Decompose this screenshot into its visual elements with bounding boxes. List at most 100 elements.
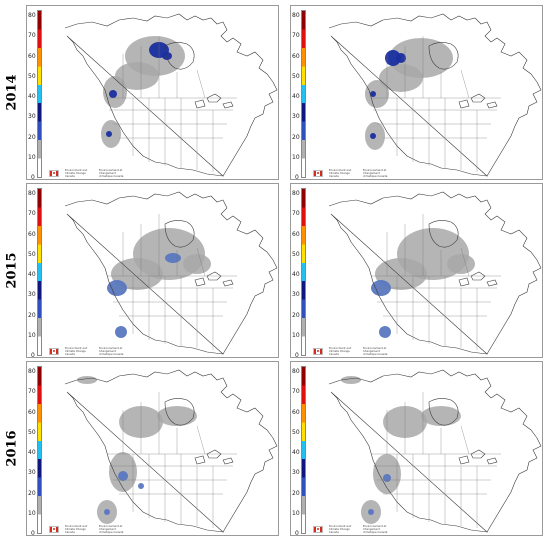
scale-tick-label: 70 bbox=[292, 32, 300, 40]
map-footer: Environment and Climate Change Canada Env… bbox=[49, 346, 127, 356]
map-footer: Environment and Climate Change Canada Env… bbox=[313, 168, 391, 178]
concentration-scale: 80 70 60 50 40 30 20 10 0 bbox=[292, 9, 308, 179]
scale-tick-label: 40 bbox=[292, 449, 300, 456]
scale-tick-label: 10 bbox=[28, 509, 36, 517]
smoke-concentration-area bbox=[115, 326, 127, 338]
coastline-and-borders bbox=[328, 369, 542, 533]
smoke-concentration-area bbox=[104, 509, 110, 515]
map-panel: 80 70 60 50 40 30 20 10 0 Environment and Climate… bbox=[26, 5, 279, 180]
scale-tick-label: 0 bbox=[295, 530, 299, 536]
footer-credit-fr: Environnement et Changement climatique C… bbox=[363, 168, 388, 178]
footer-credit-fr: Environnement et Changement climatique C… bbox=[363, 524, 388, 534]
concentration-scale: 80 70 60 50 40 30 20 10 0 bbox=[292, 187, 308, 357]
scale-tick-label: 60 bbox=[292, 230, 300, 238]
scale-tick-label: 20 bbox=[292, 489, 300, 497]
smoke-concentration-area bbox=[183, 254, 211, 274]
smoke-concentration-area bbox=[368, 509, 374, 515]
scale-tick-label: 80 bbox=[292, 368, 300, 375]
scale-tick-label: 10 bbox=[28, 331, 36, 339]
canada-flag-icon bbox=[313, 347, 323, 355]
map-footer: Environment and Climate Change Canada Env… bbox=[313, 524, 391, 534]
scale-tick-label: 20 bbox=[292, 133, 300, 141]
smoke-concentration-area bbox=[106, 131, 112, 137]
scale-tick-label: 80 bbox=[292, 190, 300, 197]
scale-tick-label: 10 bbox=[292, 331, 300, 339]
scale-tick-label: 80 bbox=[292, 12, 300, 19]
scale-colorbar bbox=[37, 366, 42, 534]
map-footer: Environment and Climate Change Canada Env… bbox=[49, 168, 127, 178]
coastline-and-borders bbox=[64, 191, 278, 355]
scale-tick-label: 10 bbox=[28, 153, 36, 161]
scale-tick-label: 50 bbox=[28, 428, 36, 436]
smoke-concentration-area bbox=[375, 258, 427, 290]
smoke-concentration-area bbox=[385, 50, 401, 66]
scale-tick-label: 10 bbox=[292, 153, 300, 161]
scale-tick-label: 40 bbox=[292, 271, 300, 278]
north-america-map bbox=[64, 13, 278, 177]
smoke-concentration-area bbox=[383, 474, 391, 482]
scale-tick-label: 20 bbox=[28, 489, 36, 497]
scale-tick-label: 40 bbox=[28, 449, 36, 456]
scale-tick-label: 0 bbox=[31, 352, 35, 358]
map-panel: 80 70 60 50 40 30 20 10 0 Environment and Climate… bbox=[290, 183, 543, 358]
north-america-map bbox=[64, 369, 278, 533]
scale-colorbar bbox=[301, 188, 306, 356]
north-america-map bbox=[64, 191, 278, 355]
footer-credit-en: Environment and Climate Change Canada bbox=[65, 524, 88, 534]
scale-tick-label: 40 bbox=[292, 93, 300, 100]
scale-tick-label: 60 bbox=[292, 408, 300, 416]
scale-tick-label: 30 bbox=[28, 291, 36, 299]
row-label-2016: 2016 bbox=[4, 430, 20, 467]
map-footer: Environment and Climate Change Canada Env… bbox=[313, 346, 391, 356]
scale-tick-label: 70 bbox=[28, 210, 36, 218]
scale-tick-label: 0 bbox=[31, 530, 35, 536]
canada-flag-icon bbox=[313, 169, 323, 177]
footer-credit-en: Environment and Climate Change Canada bbox=[65, 168, 88, 178]
coastline-and-borders bbox=[328, 13, 542, 177]
north-america-map bbox=[328, 369, 542, 533]
scale-tick-label: 0 bbox=[295, 352, 299, 358]
map-panel: 80 70 60 50 40 30 20 10 0 Environment and Climate… bbox=[290, 5, 543, 180]
scale-tick-label: 20 bbox=[28, 311, 36, 319]
footer-credit-en: Environment and Climate Change Canada bbox=[329, 168, 352, 178]
smoke-concentration-area bbox=[165, 253, 181, 263]
scale-tick-label: 10 bbox=[292, 509, 300, 517]
footer-credit-fr: Environnement et Changement climatique C… bbox=[99, 524, 124, 534]
scale-tick-label: 30 bbox=[292, 291, 300, 299]
concentration-scale: 80 70 60 50 40 30 20 10 0 bbox=[28, 9, 44, 179]
map-footer: Environment and Climate Change Canada Env… bbox=[49, 524, 127, 534]
scale-tick-label: 60 bbox=[292, 52, 300, 60]
scale-tick-label: 0 bbox=[295, 174, 299, 180]
scale-tick-label: 80 bbox=[28, 190, 36, 197]
scale-tick-label: 30 bbox=[28, 469, 36, 477]
scale-tick-label: 30 bbox=[28, 113, 36, 121]
scale-tick-label: 50 bbox=[28, 250, 36, 258]
row-label-2014: 2014 bbox=[4, 74, 20, 111]
footer-credit-en: Environment and Climate Change Canada bbox=[329, 346, 352, 356]
scale-tick-label: 70 bbox=[28, 32, 36, 40]
smoke-concentration-area bbox=[118, 471, 128, 481]
scale-tick-label: 80 bbox=[28, 368, 36, 375]
smoke-concentration-area bbox=[370, 133, 376, 139]
concentration-scale: 80 70 60 50 40 30 20 10 0 bbox=[292, 365, 308, 535]
scale-tick-label: 40 bbox=[28, 93, 36, 100]
canada-flag-icon bbox=[49, 525, 59, 533]
scale-tick-label: 20 bbox=[292, 311, 300, 319]
coastline-and-borders bbox=[328, 191, 542, 355]
scale-tick-label: 50 bbox=[292, 72, 300, 80]
scale-colorbar bbox=[301, 366, 306, 534]
smoke-concentration-area bbox=[109, 90, 117, 98]
scale-tick-label: 70 bbox=[292, 388, 300, 396]
footer-credit-en: Environment and Climate Change Canada bbox=[65, 346, 88, 356]
scale-tick-label: 50 bbox=[28, 72, 36, 80]
concentration-scale: 80 70 60 50 40 30 20 10 0 bbox=[28, 365, 44, 535]
scale-tick-label: 60 bbox=[28, 408, 36, 416]
footer-credit-fr: Environnement et Changement climatique C… bbox=[363, 346, 388, 356]
scale-tick-label: 80 bbox=[28, 12, 36, 19]
footer-credit-fr: Environnement et Changement climatique C… bbox=[99, 346, 124, 356]
scale-tick-label: 60 bbox=[28, 230, 36, 238]
north-america-map bbox=[328, 191, 542, 355]
scale-tick-label: 40 bbox=[28, 271, 36, 278]
smoke-concentration-area bbox=[138, 483, 144, 489]
scale-tick-label: 60 bbox=[28, 52, 36, 60]
